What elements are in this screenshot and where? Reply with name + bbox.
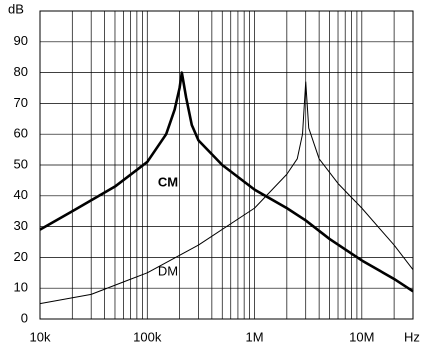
y-tick-label: 50: [14, 156, 28, 171]
y-tick-label: 80: [14, 64, 28, 79]
series-line: [39, 71, 414, 293]
series-line: [39, 81, 414, 305]
plot-frame: [39, 10, 414, 320]
x-tick-label: 10k: [30, 329, 51, 344]
y-tick-label: 40: [14, 187, 28, 202]
y-tick-label: 20: [14, 249, 28, 264]
x-tick-label: 1M: [246, 329, 264, 344]
y-tick-label: 60: [14, 126, 28, 141]
series-label: CM: [158, 174, 178, 189]
y-tick-label: 30: [14, 218, 28, 233]
x-tick-label: 100k: [133, 329, 162, 344]
x-axis-label: Hz: [404, 329, 420, 344]
x-tick-label: 10M: [349, 329, 374, 344]
y-tick-label: 0: [21, 310, 28, 325]
y-axis-label: dB: [8, 1, 24, 16]
y-tick-label: 90: [14, 33, 28, 48]
series-label: DM: [158, 263, 178, 278]
y-tick-label: 10: [14, 280, 28, 295]
y-tick-label: 70: [14, 95, 28, 110]
